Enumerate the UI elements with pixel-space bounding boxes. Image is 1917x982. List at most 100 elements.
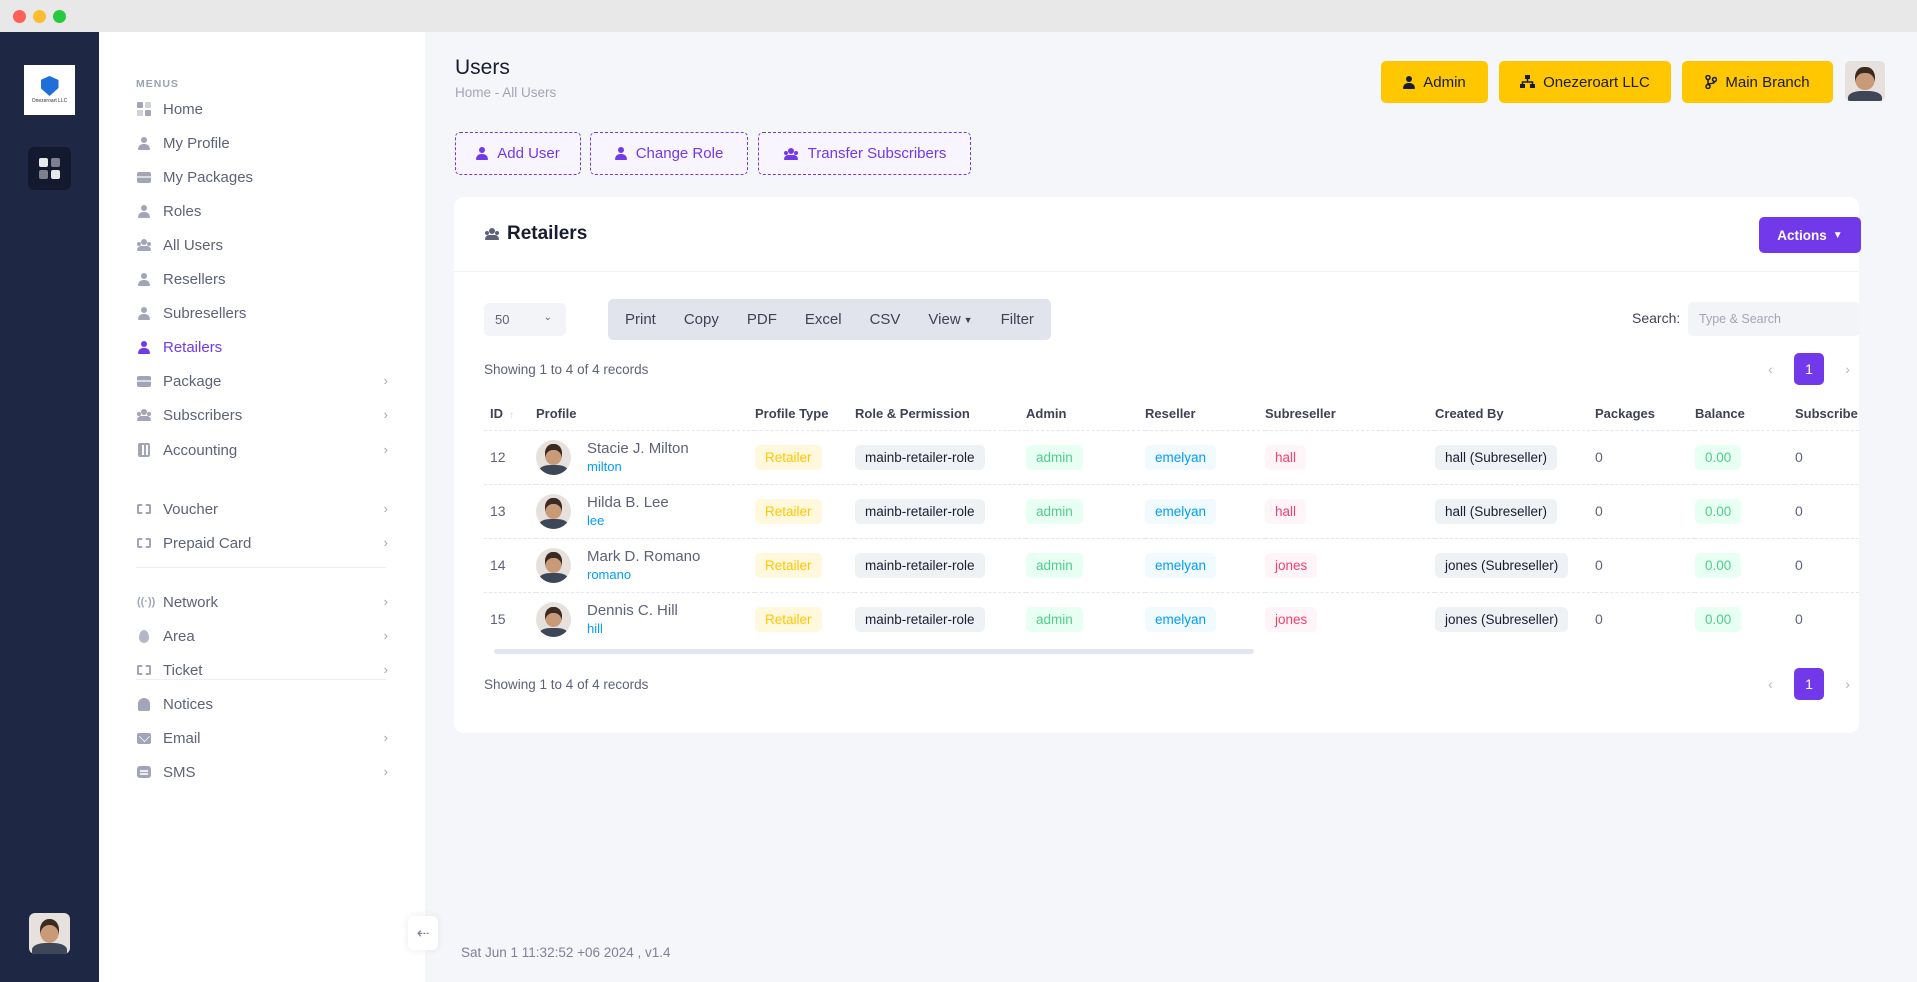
apps-grid-icon[interactable] <box>28 147 71 190</box>
prev-page-button[interactable]: ‹ <box>1768 676 1773 692</box>
user-edit-icon <box>614 147 627 160</box>
profile-avatar[interactable] <box>536 547 571 583</box>
page-1-button[interactable]: 1 <box>1793 668 1825 700</box>
created-by-badge: hall (Subreseller) <box>1435 498 1558 524</box>
transfer-subscribers-button[interactable]: Transfer Subscribers <box>758 132 971 175</box>
user-avatar[interactable] <box>29 913 70 954</box>
actions-dropdown-button[interactable]: Actions ▼ <box>1759 217 1861 253</box>
column-header-balance[interactable]: Balance <box>1695 397 1795 431</box>
table-row[interactable]: 15 Dennis C. Hill hill Retailer mainb-retail… <box>484 592 1859 646</box>
sidebar-item-area[interactable]: Area › <box>136 624 388 648</box>
page-length-value: 50 <box>495 312 510 327</box>
cell-profile-type: Retailer <box>755 592 855 646</box>
maximize-window-button[interactable] <box>53 10 66 23</box>
card-title-label: Retailers <box>507 223 588 244</box>
sort-icon: ↑ <box>509 409 514 421</box>
sidebar-item-prepaid-card[interactable]: Prepaid Card › <box>136 531 388 555</box>
filter-button[interactable]: Filter <box>1000 311 1034 328</box>
sidebar-item-voucher[interactable]: Voucher › <box>136 497 388 521</box>
view-dropdown-button[interactable]: View ▼ <box>914 299 986 340</box>
sidebar-item-label: All Users <box>163 236 224 254</box>
sidebar-item-roles[interactable]: Roles <box>136 199 388 223</box>
sidebar-item-subresellers[interactable]: Subresellers <box>136 301 388 325</box>
column-header-id[interactable]: ID ↑ <box>484 397 536 431</box>
profile-avatar[interactable] <box>536 439 571 475</box>
chevron-right-icon: › <box>383 594 388 609</box>
admin-badge: admin <box>1026 606 1083 632</box>
role-badge: mainb-retailer-role <box>855 552 985 578</box>
chevron-down-icon: ⌄ <box>543 312 552 323</box>
sidebar-item-ticket[interactable]: Ticket › <box>136 658 388 682</box>
close-window-button[interactable] <box>13 10 26 23</box>
column-header-admin[interactable]: Admin <box>1026 397 1145 431</box>
csv-button[interactable]: CSV <box>869 311 901 328</box>
horizontal-scrollbar[interactable] <box>494 649 1254 654</box>
copy-button[interactable]: Copy <box>683 311 719 328</box>
cell-profile-type: Retailer <box>755 484 855 539</box>
company-button[interactable]: Onezeroart LLC <box>1499 61 1671 103</box>
sidebar-item-subscribers[interactable]: Subscribers › <box>136 403 388 427</box>
column-header-subscribers[interactable]: Subscribe <box>1795 397 1859 431</box>
add-user-button[interactable]: Add User <box>455 132 581 175</box>
column-header-packages[interactable]: Packages <box>1595 397 1695 431</box>
column-header-profile[interactable]: Profile <box>536 397 755 431</box>
cell-profile: Stacie J. Milton milton <box>536 430 755 485</box>
breadcrumb[interactable]: Home - All Users <box>455 85 557 100</box>
reseller-badge: emelyan <box>1145 552 1217 578</box>
sidebar-item-all-users[interactable]: All Users <box>136 233 388 257</box>
sidebar-item-sms[interactable]: SMS › <box>136 760 388 784</box>
sidebar-item-label: Area <box>163 627 195 645</box>
collapse-sidebar-button[interactable]: ⇠ <box>408 916 438 950</box>
sidebar-item-home[interactable]: Home <box>136 97 388 121</box>
sidebar-item-network[interactable]: ((·)) Network › <box>136 590 388 614</box>
profile-username-link[interactable]: lee <box>587 513 605 528</box>
next-page-button[interactable]: › <box>1845 676 1850 692</box>
page-1-button[interactable]: 1 <box>1793 353 1825 385</box>
branch-button[interactable]: Main Branch <box>1682 61 1833 103</box>
column-header-profile-type[interactable]: Profile Type <box>755 397 855 431</box>
sidebar-item-my-profile[interactable]: My Profile <box>136 131 388 155</box>
profile-username-link[interactable]: romano <box>587 567 632 582</box>
records-info-top: Showing 1 to 4 of 4 records <box>484 362 649 377</box>
cell-balance: 0.00 <box>1695 538 1795 593</box>
sidebar-item-retailers[interactable]: Retailers <box>136 335 388 359</box>
admin-button[interactable]: Admin <box>1381 61 1488 103</box>
cell-packages: 0 <box>1595 430 1695 485</box>
sidebar-item-accounting[interactable]: Accounting › <box>136 438 388 462</box>
table-row[interactable]: 13 Hilda B. Lee lee Retailer mainb-retailer-… <box>484 484 1859 539</box>
cell-role: mainb-retailer-role <box>855 430 1026 485</box>
sidebar-item-my-packages[interactable]: My Packages <box>136 165 388 189</box>
change-role-button[interactable]: Change Role <box>590 132 748 175</box>
profile-username-link[interactable]: hill <box>587 621 603 637</box>
app-rail: Onezeroart LLC <box>0 32 99 982</box>
profile-avatar[interactable] <box>536 601 571 637</box>
profile-avatar[interactable] <box>536 493 571 529</box>
table-row[interactable]: 12 Stacie J. Milton milton Retailer mainb-re… <box>484 430 1859 485</box>
calculator-icon <box>136 442 152 458</box>
column-header-role[interactable]: Role & Permission <box>855 397 1026 431</box>
person-icon <box>1403 75 1416 89</box>
profile-name: Stacie J. Milton <box>587 440 689 457</box>
sidebar-item-package[interactable]: Package › <box>136 369 388 393</box>
page-length-select[interactable]: 50 ⌄ <box>484 303 566 336</box>
profile-username-link[interactable]: milton <box>587 459 622 474</box>
excel-button[interactable]: Excel <box>804 311 842 328</box>
column-header-reseller[interactable]: Reseller <box>1145 397 1265 431</box>
search-input[interactable] <box>1688 302 1860 336</box>
column-header-created-by[interactable]: Created By <box>1435 397 1595 431</box>
pdf-button[interactable]: PDF <box>746 311 777 328</box>
table-row[interactable]: 14 Mark D. Romano romano Retailer mainb-reta… <box>484 538 1859 593</box>
print-button[interactable]: Print <box>625 311 656 328</box>
sidebar-item-resellers[interactable]: Resellers <box>136 267 388 291</box>
ticket-icon <box>136 535 152 551</box>
minimize-window-button[interactable] <box>33 10 46 23</box>
sidebar-item-email[interactable]: Email › <box>136 726 388 750</box>
sidebar-item-notices[interactable]: Notices <box>136 692 388 716</box>
column-header-subreseller[interactable]: Subreseller <box>1265 397 1435 431</box>
chevron-right-icon: › <box>383 535 388 550</box>
company-logo[interactable]: Onezeroart LLC <box>24 65 75 115</box>
header-user-avatar[interactable] <box>1845 61 1885 101</box>
next-page-button[interactable]: › <box>1845 361 1850 377</box>
prev-page-button[interactable]: ‹ <box>1768 361 1773 377</box>
cell-profile: Mark D. Romano romano <box>536 538 755 593</box>
